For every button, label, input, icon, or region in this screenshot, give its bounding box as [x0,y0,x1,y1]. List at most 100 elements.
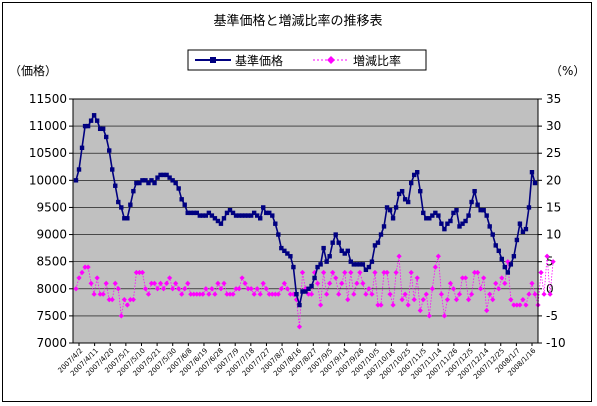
price-point [402,197,408,202]
ratio-point [529,280,535,286]
price-point [360,262,366,267]
chart: 基準価格と増減比率の推移表 基準価格 増減比率 （価格） （%） 1150011… [9,13,585,381]
legend: 基準価格 増減比率 [187,49,427,71]
ratio-point [227,291,233,297]
ratio-point [333,275,339,281]
ratio-point [342,269,348,276]
ratio-point [278,286,284,292]
right-axis-ticks: 35 30 25 20 15 10 5 0 -5 -10 [538,92,566,350]
ratio-point [468,291,475,297]
price-point [390,216,396,221]
ratio-point [550,259,556,265]
price-point [158,172,163,178]
price-point [185,210,190,216]
ratio-point [236,286,242,292]
ratio-point [496,286,502,292]
price-point [442,226,447,232]
left-axis-ticks: 11500 11000 10500 10000 9500 9000 8500 8000 7500… [29,92,73,350]
price-point [369,259,375,264]
price-point [230,210,236,216]
ratio-point [523,302,529,308]
ratio-point [290,291,297,297]
price-point [161,172,166,178]
ratio-point [414,275,420,281]
price-point [493,243,498,248]
ratio-point [151,280,158,286]
left-axis-label: （価格） [9,63,57,78]
ratio-point [375,302,381,308]
price-point [116,199,121,205]
price-point [140,178,145,183]
price-point [188,210,193,216]
ratio-point [185,280,191,286]
chart-frame: 基準価格と増減比率の推移表 基準価格 増減比率 （価格） （%） 11500 11… [2,2,592,402]
series-ratio [73,253,556,330]
price-point [285,251,290,256]
ratio-point [505,259,511,265]
ratio-point [206,291,212,297]
price-point [523,226,529,232]
price-point [128,202,133,207]
price-point [279,245,284,251]
ratio-point [487,291,493,297]
price-point [345,248,350,254]
ratio-point [360,280,366,286]
ratio-point [251,291,257,297]
price-point [264,210,269,216]
ratio-point [438,291,444,297]
legend-label-ratio: 増減比率 [353,53,401,68]
ratio-point [339,280,345,286]
ratio-line [75,256,554,327]
ratio-point [435,253,441,259]
price-point [514,237,520,243]
ratio-point [317,302,324,308]
price-point [517,221,523,226]
price-point [100,126,106,132]
price-point [469,199,474,205]
ratio-point [384,269,390,276]
left-tick-label: 11000 [29,119,67,133]
ratio-point [82,264,88,270]
ratio-point [390,302,396,308]
price-point [366,264,372,270]
price-point [448,218,453,224]
ratio-point [490,297,496,303]
ratio-point [91,291,97,297]
price-point [137,180,142,186]
left-tick-label: 11500 [29,92,67,106]
ratio-point [157,280,164,286]
ratio-point [378,302,384,308]
price-point [348,259,353,264]
ratio-point [314,280,321,286]
price-point [439,221,444,226]
price-point [475,202,480,207]
price-point [496,248,501,254]
price-point [88,118,94,123]
plot-area [73,99,538,343]
ratio-point [287,291,294,297]
price-point [430,213,435,218]
price-point [297,302,302,308]
price-point [94,118,100,123]
ratio-point [215,280,221,286]
left-tick-label: 8500 [36,255,67,269]
price-point [273,221,278,226]
ratio-point [88,280,94,286]
right-tick-label: 30 [546,119,561,133]
price-point [309,283,314,289]
ratio-point [520,297,526,303]
left-tick-label: 7000 [36,336,67,350]
price-point [351,262,357,267]
ratio-point [160,286,167,292]
price-point [267,210,272,216]
ratio-point [106,297,112,303]
ratio-point [127,297,133,303]
price-point [324,259,329,264]
ratio-point [112,280,118,286]
ratio-point [281,280,287,286]
ratio-point [115,286,121,292]
left-tick-label: 10500 [29,146,67,160]
ratio-point [233,286,239,292]
ratio-point [456,291,463,297]
ratio-point [369,291,375,297]
